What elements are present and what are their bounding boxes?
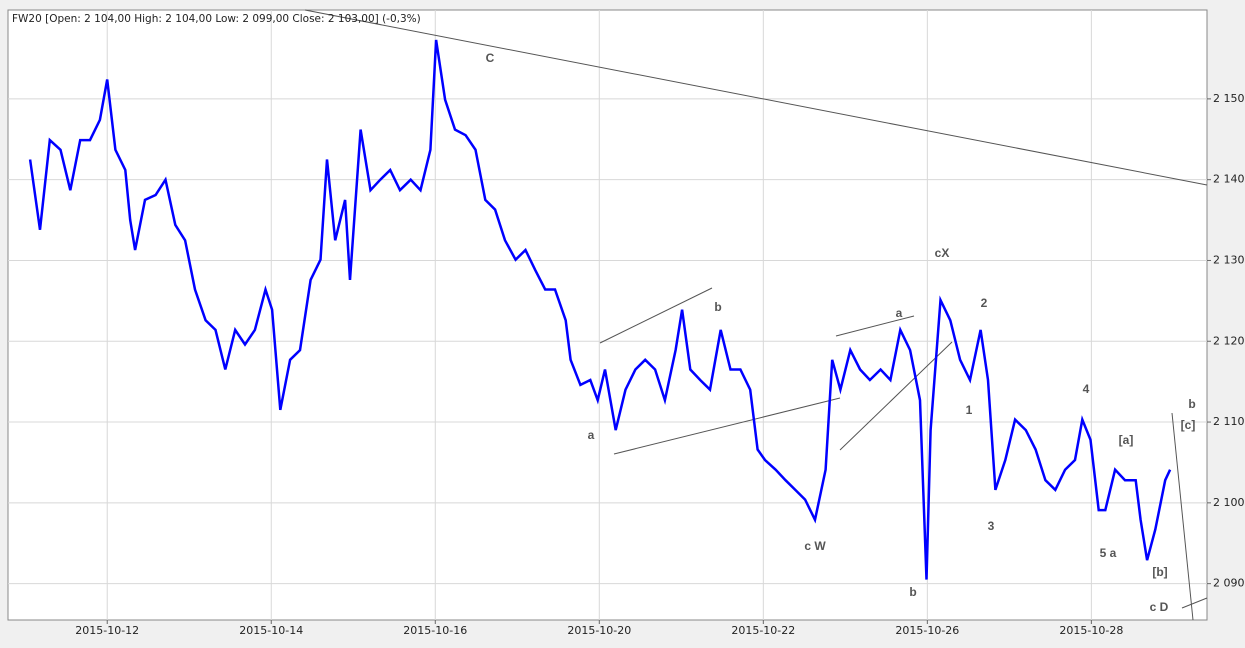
wave-label: a [896, 306, 903, 320]
wave-label: c W [804, 539, 826, 553]
wave-label: b [909, 585, 916, 599]
y-tick-label: 2 120,0 [1213, 334, 1245, 347]
trend-line [613, 397, 841, 455]
wave-label: cX [935, 246, 950, 260]
y-tick-label: 2 140,0 [1213, 173, 1245, 186]
wave-label: a [588, 428, 595, 442]
x-tick-label: 2015-10-22 [731, 624, 795, 637]
wave-label: 5 a [1100, 546, 1117, 560]
labels: 2 090,0 2 100,0 2 110,0 2 120,0 2 130,0 2 140… [75, 51, 1245, 637]
x-tick-label: 2015-10-16 [403, 624, 467, 637]
x-tick-label: 2015-10-12 [75, 624, 139, 637]
wave-label: 2 [981, 296, 988, 310]
trend-line [839, 341, 953, 451]
wave-label: c D [1150, 600, 1169, 614]
wave-label: 3 [988, 519, 995, 533]
grid [8, 10, 1211, 624]
y-tick-label: 2 100,0 [1213, 496, 1245, 509]
y-tick-label: 2 110,0 [1213, 415, 1245, 428]
y-tick-label: 2 150,0 [1213, 92, 1245, 105]
y-tick-label: 2 090,0 [1213, 577, 1245, 590]
chart-title: FW20 [Open: 2 104,00 High: 2 104,00 Low:… [12, 13, 421, 25]
price-line [28, 39, 1172, 580]
plot-area [7, 9, 1208, 621]
wave-label: [a] [1119, 433, 1134, 447]
trend-line [835, 315, 915, 337]
wave-label: [b] [1152, 565, 1167, 579]
wave-label: C [486, 51, 495, 65]
x-tick-label: 2015-10-28 [1059, 624, 1123, 637]
x-tick-label: 2015-10-26 [895, 624, 959, 637]
wave-label: 4 [1083, 382, 1090, 396]
trend-line [1181, 597, 1208, 609]
wave-label: 1 [966, 403, 973, 417]
wave-label: b [1188, 397, 1195, 411]
series [28, 39, 1172, 580]
wave-label: b [714, 300, 721, 314]
trend-line [1171, 412, 1194, 621]
y-tick-label: 2 130,0 [1213, 253, 1245, 266]
trend-line [304, 9, 1208, 186]
trend-line [599, 287, 713, 344]
trend-lines [304, 9, 1208, 621]
x-tick-label: 2015-10-14 [239, 624, 303, 637]
x-tick-label: 2015-10-20 [567, 624, 631, 637]
wave-label: [c] [1181, 418, 1196, 432]
